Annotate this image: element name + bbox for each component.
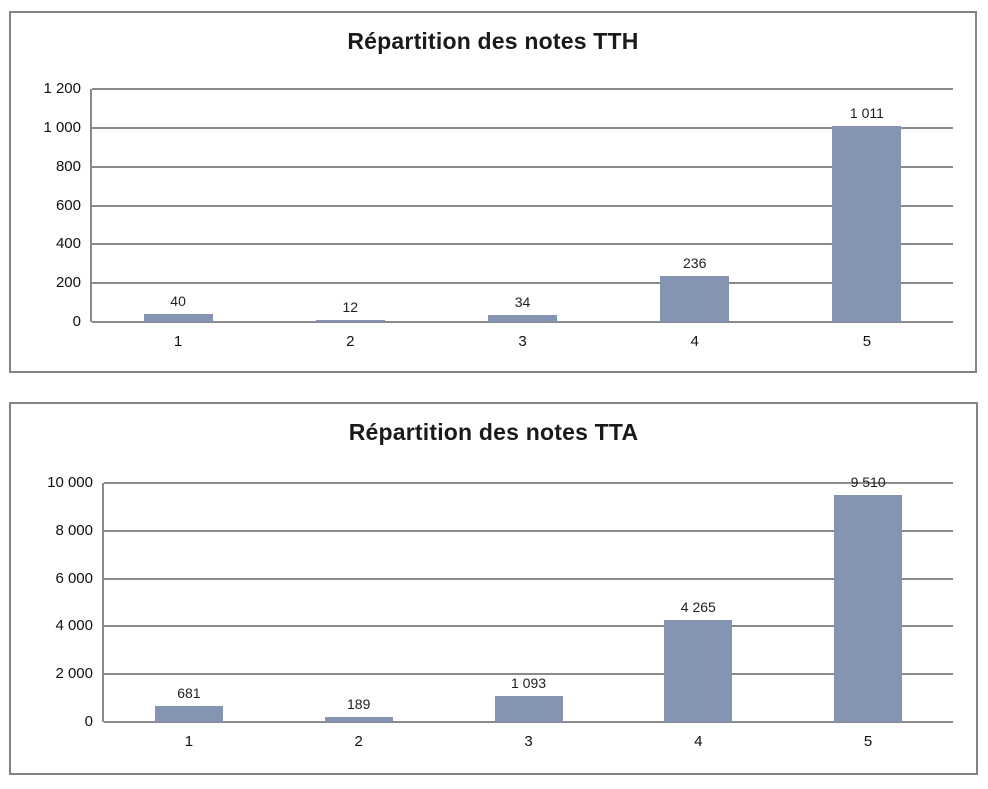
bar-value-label: 40 bbox=[170, 293, 186, 309]
y-axis-tick-label: 2 000 bbox=[55, 665, 93, 683]
bar bbox=[488, 315, 557, 322]
bar bbox=[144, 314, 213, 322]
y-axis-tick-label: 200 bbox=[55, 274, 81, 292]
x-axis-category-label: 5 bbox=[862, 333, 872, 350]
y-axis-line bbox=[102, 483, 104, 722]
bar-value-label: 1 011 bbox=[849, 105, 884, 121]
y-axis-tick-label: 400 bbox=[55, 235, 81, 253]
y-axis-tick-label: 600 bbox=[55, 196, 81, 214]
bar bbox=[832, 126, 901, 322]
gridline bbox=[104, 625, 953, 628]
bar bbox=[660, 276, 729, 322]
bar bbox=[316, 320, 385, 322]
x-axis-category-label: 3 bbox=[518, 333, 527, 350]
y-axis-tick-label: 1 000 bbox=[43, 118, 81, 136]
bar-value-label: 34 bbox=[514, 294, 531, 310]
gridline bbox=[92, 88, 953, 90]
gridline bbox=[104, 529, 953, 532]
gridline bbox=[92, 126, 953, 129]
gridline bbox=[104, 577, 953, 580]
x-axis-category-label: 5 bbox=[863, 733, 873, 750]
gridline bbox=[92, 204, 953, 207]
plot-area: 0 2 000 4 000 6 000 8 000 10 000 681 1 189 2 1 093… bbox=[47, 474, 953, 750]
bar-value-label: 4 265 bbox=[680, 599, 716, 615]
x-axis-category-label: 4 bbox=[694, 733, 703, 750]
gridline bbox=[104, 721, 953, 723]
bar-value-label: 236 bbox=[683, 255, 707, 271]
chart-title: Répartition des notes TTA bbox=[348, 419, 639, 445]
plot-area: 0 200 400 600 800 1 000 1 200 40 1 12 2 34 3 236 4 1 01… bbox=[43, 80, 953, 350]
y-axis-tick-label: 1 200 bbox=[43, 80, 81, 97]
x-axis-category-label: 2 bbox=[354, 733, 363, 750]
y-axis-tick-label: 800 bbox=[55, 157, 81, 175]
bar bbox=[664, 620, 732, 722]
chart-title: Répartition des notes TTH bbox=[347, 28, 639, 54]
gridline bbox=[104, 673, 953, 676]
bar bbox=[325, 717, 393, 722]
x-axis-category-label: 1 bbox=[173, 333, 183, 350]
gridline bbox=[92, 321, 953, 323]
bar-value-label: 1 093 bbox=[510, 675, 547, 691]
gridline bbox=[92, 165, 953, 168]
bar-value-label: 681 bbox=[177, 685, 201, 701]
bar bbox=[834, 495, 902, 722]
gridline bbox=[104, 482, 953, 484]
x-axis-category-label: 2 bbox=[346, 333, 355, 350]
gridline bbox=[92, 282, 953, 285]
chart-repartition-notes-tta: Répartition des notes TTA 0 2 000 4 000 6 0… bbox=[9, 402, 978, 775]
y-axis-line bbox=[90, 89, 92, 322]
bar bbox=[495, 696, 563, 722]
chart-repartition-notes-tth: Répartition des notes TTH 0 200 400 600 800 1… bbox=[9, 11, 977, 373]
y-axis-tick-label: 4 000 bbox=[55, 617, 93, 635]
bar bbox=[155, 706, 223, 722]
x-axis-category-label: 3 bbox=[524, 733, 533, 750]
y-axis-tick-label: 8 000 bbox=[55, 521, 93, 539]
bar-value-label: 12 bbox=[342, 299, 359, 315]
x-axis-category-label: 1 bbox=[184, 733, 194, 750]
bar-value-label: 9 510 bbox=[850, 474, 886, 490]
y-axis-tick-label: 0 bbox=[72, 313, 81, 330]
y-axis-tick-label: 0 bbox=[84, 713, 93, 730]
y-axis-tick-label: 6 000 bbox=[55, 569, 93, 587]
x-axis-category-label: 4 bbox=[690, 333, 699, 350]
bar-value-label: 189 bbox=[347, 696, 371, 712]
y-axis-tick-label: 10 000 bbox=[47, 474, 93, 491]
gridline bbox=[92, 243, 953, 246]
